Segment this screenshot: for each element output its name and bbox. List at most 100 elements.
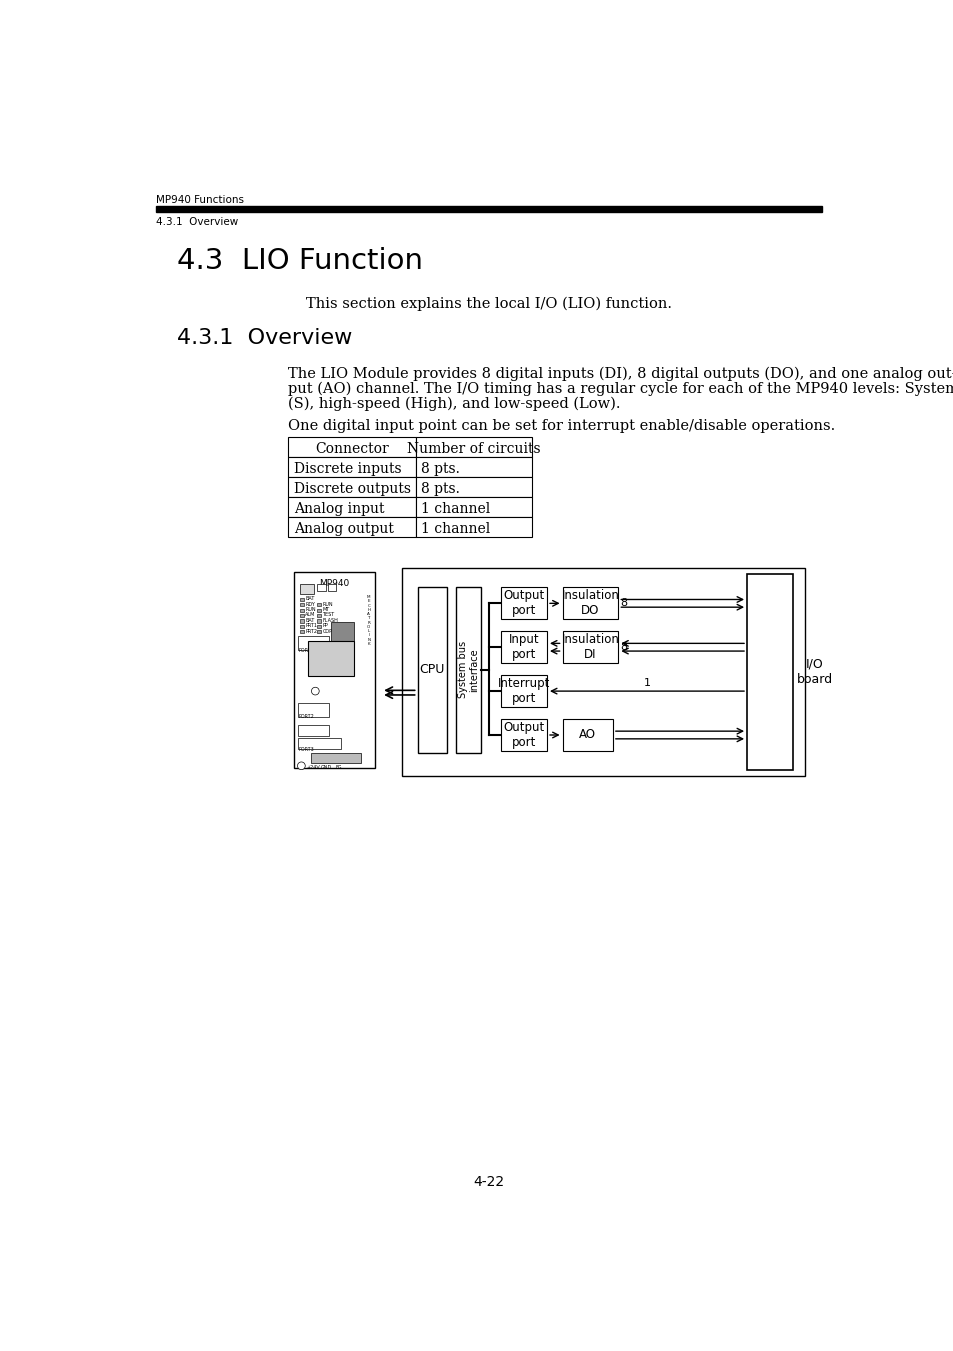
Text: H: H — [367, 608, 370, 612]
Text: One digital input point can be set for interrupt enable/disable operations.: One digital input point can be set for i… — [288, 419, 835, 432]
Text: BAT: BAT — [305, 617, 314, 623]
Text: RUN: RUN — [322, 601, 333, 607]
Text: PRT2: PRT2 — [305, 628, 317, 634]
Bar — [328, 584, 335, 590]
Circle shape — [297, 762, 305, 770]
Text: PORT3: PORT3 — [298, 747, 314, 751]
Bar — [298, 738, 340, 748]
Bar — [316, 609, 320, 612]
Bar — [746, 574, 793, 770]
Text: Connector: Connector — [314, 442, 389, 455]
Bar — [316, 626, 320, 628]
Bar — [416, 436, 532, 457]
Bar — [416, 477, 532, 497]
Text: COPY: COPY — [322, 628, 335, 634]
Text: ALM: ALM — [305, 612, 315, 617]
Text: 4.3.1  Overview: 4.3.1 Overview — [155, 216, 237, 227]
Bar — [299, 626, 303, 628]
Text: BAT: BAT — [305, 596, 314, 601]
Text: T: T — [367, 616, 370, 620]
Text: The LIO Module provides 8 digital inputs (DI), 8 digital outputs (DO), and one a: The LIO Module provides 8 digital inputs… — [288, 366, 953, 381]
Text: A: A — [367, 612, 370, 616]
Text: Interrupt
port: Interrupt port — [497, 677, 550, 705]
Text: TEST: TEST — [322, 612, 335, 617]
Bar — [402, 567, 804, 775]
Text: System bus
interface: System bus interface — [457, 642, 479, 698]
Text: FLASH: FLASH — [322, 617, 337, 623]
Text: Analog input: Analog input — [294, 501, 384, 516]
Text: MT: MT — [322, 607, 329, 612]
Text: 1: 1 — [643, 678, 650, 688]
Bar — [316, 584, 326, 590]
Circle shape — [311, 688, 319, 694]
Text: Analog output: Analog output — [294, 521, 393, 535]
Bar — [500, 631, 546, 663]
Bar — [331, 621, 354, 644]
Text: M: M — [367, 596, 370, 600]
Text: 4.3.1  Overview: 4.3.1 Overview — [177, 328, 353, 347]
Text: AO: AO — [578, 728, 596, 742]
Text: C: C — [367, 604, 370, 608]
Bar — [288, 436, 416, 457]
Text: +24V: +24V — [306, 765, 319, 770]
Text: Input
port: Input port — [508, 634, 538, 661]
Text: 8: 8 — [620, 598, 627, 608]
Text: RUN: RUN — [305, 607, 315, 612]
Bar — [298, 725, 329, 736]
Text: RDY: RDY — [305, 601, 314, 607]
Bar — [288, 517, 416, 538]
Bar — [417, 588, 447, 753]
Bar — [298, 703, 329, 716]
Bar — [456, 588, 480, 753]
Bar — [316, 604, 320, 607]
Text: Number of circuits: Number of circuits — [407, 442, 540, 455]
Text: This section explains the local I/O (LIO) function.: This section explains the local I/O (LIO… — [306, 297, 671, 311]
Bar — [299, 604, 303, 607]
Bar — [288, 497, 416, 517]
Bar — [316, 620, 320, 623]
Bar — [500, 588, 546, 620]
Text: MP940 Functions: MP940 Functions — [155, 196, 243, 205]
Bar — [562, 719, 612, 751]
Bar — [416, 497, 532, 517]
Text: I/O
board: I/O board — [796, 658, 832, 686]
Bar — [299, 598, 303, 601]
Text: K: K — [367, 642, 370, 646]
Text: MP940: MP940 — [319, 580, 349, 589]
Bar — [562, 588, 618, 620]
Text: Insulation
DI: Insulation DI — [561, 634, 618, 661]
Text: Insulation
DO: Insulation DO — [561, 589, 618, 617]
Text: 8: 8 — [620, 642, 627, 653]
Bar — [500, 719, 546, 751]
Text: 8 pts.: 8 pts. — [421, 462, 460, 476]
Text: I: I — [368, 634, 369, 638]
Bar — [299, 615, 303, 617]
Text: Discrete inputs: Discrete inputs — [294, 462, 401, 476]
Text: 1 channel: 1 channel — [421, 501, 490, 516]
Bar — [288, 477, 416, 497]
Text: CPU: CPU — [419, 663, 444, 677]
Text: GND: GND — [320, 765, 332, 770]
Text: PORT2: PORT2 — [298, 715, 314, 719]
Bar — [299, 620, 303, 623]
Bar — [316, 631, 320, 634]
Text: E: E — [367, 600, 370, 604]
Bar — [294, 571, 375, 769]
Text: 4.3  LIO Function: 4.3 LIO Function — [177, 247, 423, 274]
Text: FG: FG — [335, 765, 341, 770]
Bar — [307, 642, 354, 676]
Bar — [155, 205, 821, 212]
Text: N: N — [367, 638, 370, 642]
Text: 1 channel: 1 channel — [421, 521, 490, 535]
Text: 8 pts.: 8 pts. — [421, 481, 460, 496]
Text: 4-22: 4-22 — [473, 1174, 504, 1189]
Bar — [416, 517, 532, 538]
Bar — [288, 457, 416, 477]
Text: (S), high-speed (High), and low-speed (Low).: (S), high-speed (High), and low-speed (L… — [288, 397, 620, 411]
Bar — [316, 615, 320, 617]
Text: PRT1: PRT1 — [305, 623, 317, 628]
Bar — [311, 754, 360, 763]
Text: Discrete outputs: Discrete outputs — [294, 481, 410, 496]
Bar — [416, 457, 532, 477]
Text: L: L — [367, 630, 370, 634]
